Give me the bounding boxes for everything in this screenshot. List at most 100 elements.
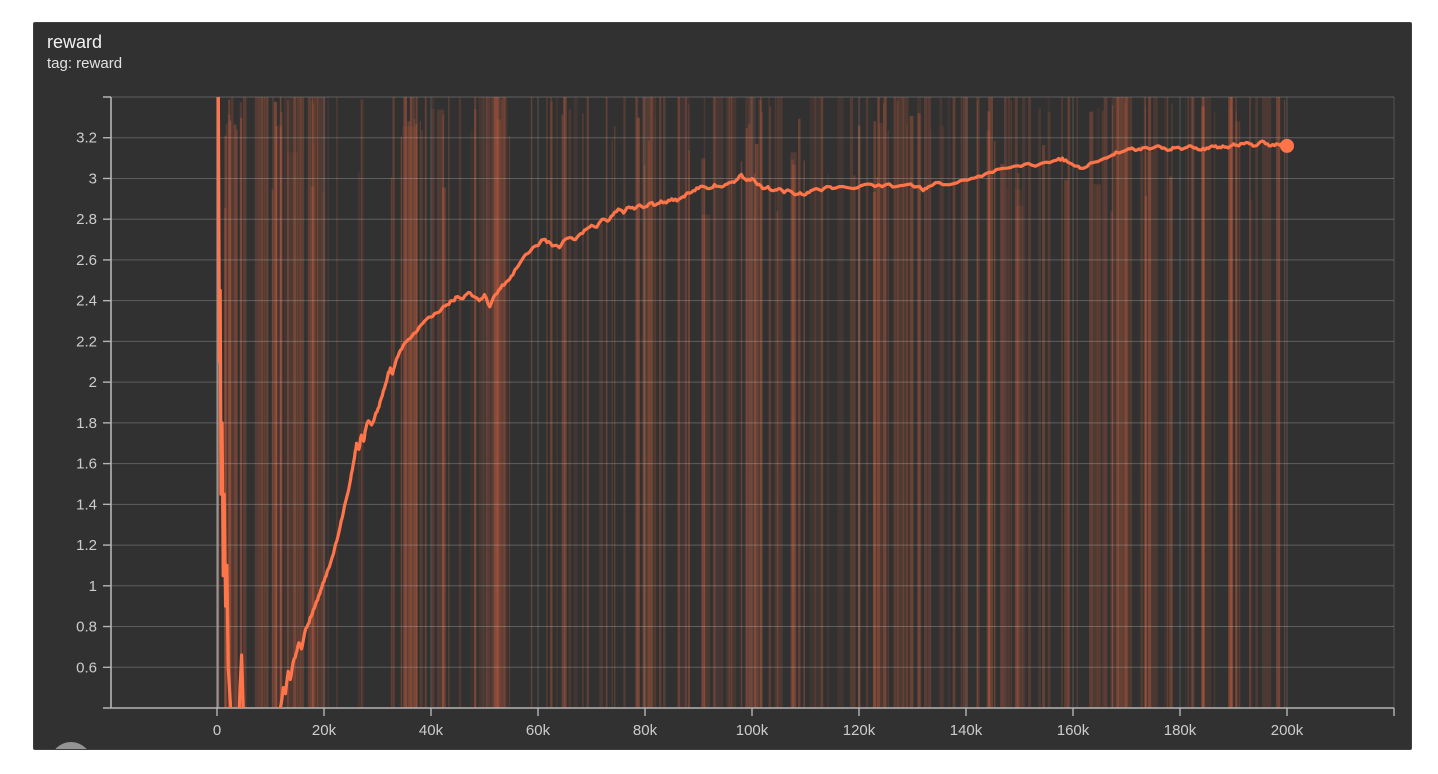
raw-data-stripe (605, 97, 608, 708)
raw-data-stripe (550, 97, 553, 708)
raw-data-stripe (642, 97, 645, 708)
raw-data-stripe (307, 97, 310, 708)
raw-data-stripe (887, 130, 889, 708)
raw-data-stripe (1111, 97, 1124, 708)
y-tick-label: 2.8 (76, 211, 97, 228)
raw-data-stripe (1003, 97, 1007, 708)
raw-data-stripe (1014, 97, 1017, 708)
raw-data-stripe (892, 97, 895, 708)
raw-data-stripe (1168, 176, 1173, 708)
y-tick-label: 1 (89, 578, 97, 595)
raw-data-stripe (929, 129, 932, 708)
raw-data-stripe (586, 97, 588, 708)
raw-data-stripe (947, 97, 951, 708)
raw-data-stripe (404, 97, 407, 708)
raw-data-stripe (1141, 154, 1143, 708)
raw-data-stripe (849, 97, 854, 708)
raw-data-stripe (939, 97, 943, 708)
chart-title: reward (47, 32, 103, 52)
raw-data-stripe (235, 129, 238, 708)
raw-data-stripe (502, 97, 506, 708)
raw-data-stripe (568, 109, 572, 708)
raw-data-stripe (459, 99, 462, 708)
x-tick-label: 80k (633, 722, 658, 739)
y-tick-label: 3 (89, 170, 97, 187)
chart-header: reward tag: reward (47, 30, 122, 73)
raw-data-stripe (1000, 164, 1004, 708)
x-tick-label: 40k (419, 722, 444, 739)
raw-data-stripe (1229, 105, 1231, 708)
raw-data-stripe (769, 106, 772, 708)
raw-data-stripe (320, 191, 326, 708)
raw-data-stripe (712, 97, 724, 708)
raw-data-stripe (225, 123, 228, 708)
raw-data-stripe (546, 97, 548, 708)
raw-data-stripe (287, 100, 289, 708)
raw-data-stripe (1042, 145, 1046, 708)
raw-data-stripe (753, 173, 756, 708)
raw-data-stripe (1125, 97, 1128, 708)
raw-data-stripe (1235, 121, 1238, 708)
raw-data-stripe (224, 135, 227, 708)
raw-data-stripe (500, 99, 503, 708)
y-tick-label: 1.4 (76, 496, 97, 513)
raw-data-stripe (1017, 173, 1020, 708)
raw-data-stripe (271, 189, 274, 708)
final-value-marker[interactable] (1280, 138, 1294, 153)
raw-data-stripe (643, 165, 646, 708)
raw-data-stripe (1261, 97, 1272, 708)
raw-data-stripe (688, 150, 690, 708)
raw-data-stripe (442, 115, 444, 708)
raw-data-stripe (635, 97, 637, 708)
raw-data-stripe (229, 120, 232, 708)
raw-data-stripe (1231, 109, 1234, 708)
reward-line-chart[interactable]: 3.2 3 2.8 2.6 2.4 2.2 2 1.8 1.6 1.4 1.2 1 0.8 0.6 0 20k… (34, 23, 1412, 750)
raw-data-stripe (1228, 97, 1231, 708)
raw-data-stripe (776, 211, 779, 708)
raw-data-stripe (272, 97, 274, 708)
raw-data-stripe (1143, 97, 1146, 708)
raw-data-stripe (228, 99, 231, 708)
raw-data-stripe (312, 103, 315, 708)
raw-data-stripe (258, 97, 267, 708)
raw-data-stripe (654, 117, 657, 708)
raw-data-stripe (1249, 199, 1253, 708)
raw-data-stripe (311, 97, 326, 708)
raw-data-stripe (774, 97, 776, 708)
raw-data-stripe (227, 114, 231, 708)
raw-data-stripe (233, 124, 237, 708)
raw-data-stripe (1153, 97, 1158, 708)
x-tick-label: 140k (950, 722, 983, 739)
raw-data-stripe (1163, 97, 1169, 708)
raw-data-stripe (393, 97, 395, 708)
raw-data-stripe (749, 97, 756, 708)
raw-data-stripe (573, 97, 578, 708)
raw-data-stripe (877, 97, 880, 708)
raw-data-stripe (230, 97, 234, 708)
raw-data-stripe (278, 124, 281, 708)
raw-data-stripe (1228, 97, 1233, 708)
raw-data-stripe (776, 97, 780, 708)
raw-data-stripe (448, 97, 450, 708)
chart-action-button[interactable] (50, 742, 92, 749)
smoothed-reward-line (216, 97, 1289, 708)
raw-data-stripe (1101, 110, 1104, 708)
raw-data-stripe (976, 97, 980, 708)
raw-data-stripe (316, 97, 319, 708)
raw-data-stripe (809, 97, 822, 708)
raw-data-stripe (508, 135, 511, 708)
raw-data-stripe (415, 123, 418, 708)
raw-data-stripe (1123, 97, 1126, 708)
raw-data-stripe (279, 97, 282, 708)
raw-data-stripe (1038, 108, 1042, 708)
raw-data-stripe (1089, 111, 1094, 708)
raw-data-stripe (790, 159, 795, 708)
raw-data-stripe (877, 97, 879, 708)
raw-data-stripe (1124, 102, 1126, 708)
raw-data-stripe (1230, 97, 1234, 708)
raw-data-stripe (424, 97, 427, 708)
raw-data-stripe (470, 129, 474, 708)
raw-data-stripe (745, 128, 748, 708)
raw-data-stripe (1096, 108, 1100, 708)
raw-data-stripe (260, 97, 264, 708)
